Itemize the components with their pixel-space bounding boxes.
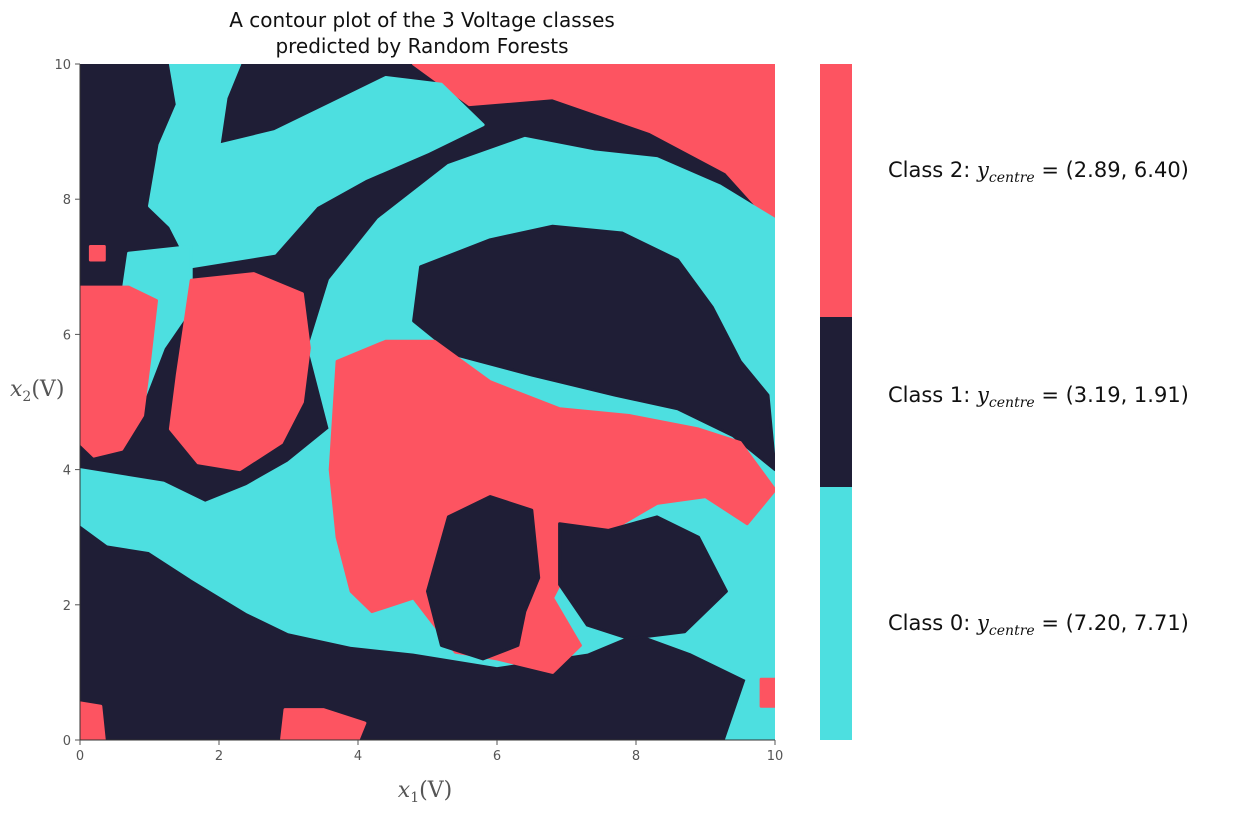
chart-title-line-2: predicted by Random Forests bbox=[275, 34, 568, 58]
colorbar bbox=[820, 64, 852, 740]
region-class-1-4 bbox=[412, 224, 775, 472]
x-axis-ticks: 0 2 4 6 8 10 bbox=[76, 740, 783, 764]
y-tick-label: 2 bbox=[63, 599, 71, 614]
region-class-2-8 bbox=[80, 285, 158, 458]
chart-title-line-1: A contour plot of the 3 Voltage classes bbox=[229, 8, 615, 32]
class-1-label: Class 1: ycentre = (3.19, 1.91) bbox=[888, 383, 1189, 411]
region-class-2-11 bbox=[80, 701, 106, 740]
x-tick-label: 4 bbox=[354, 749, 362, 764]
region-class-2-13 bbox=[759, 677, 775, 708]
region-class-2-10 bbox=[280, 708, 367, 740]
region-class-1-7 bbox=[558, 515, 728, 641]
y-tick-label: 6 bbox=[63, 328, 71, 343]
x-tick-label: 6 bbox=[493, 749, 501, 764]
colorbar-segment-class-2 bbox=[820, 64, 852, 317]
x-tick-label: 0 bbox=[76, 749, 84, 764]
decision-regions bbox=[80, 64, 775, 740]
y-tick-label: 4 bbox=[63, 464, 71, 479]
region-class-2-12 bbox=[88, 245, 106, 262]
y-tick-label: 0 bbox=[63, 734, 71, 749]
x-axis-label: x1(V) bbox=[398, 778, 452, 806]
plot-area bbox=[79, 64, 775, 741]
x-tick-label: 8 bbox=[632, 749, 640, 764]
y-axis-label: x2(V) bbox=[10, 377, 64, 405]
x-tick-label: 10 bbox=[767, 749, 784, 764]
region-class-0-1 bbox=[148, 64, 485, 269]
x-tick-label: 2 bbox=[215, 749, 223, 764]
region-class-1-6 bbox=[426, 495, 541, 661]
region-class-2-0 bbox=[412, 64, 775, 228]
y-axis-ticks: 0 2 4 6 8 10 bbox=[54, 58, 80, 749]
region-class-2-9 bbox=[168, 272, 311, 472]
class-2-label: Class 2: ycentre = (2.89, 6.40) bbox=[888, 158, 1189, 186]
class-0-label: Class 0: ycentre = (7.20, 7.71) bbox=[888, 611, 1189, 639]
colorbar-segment-class-1 bbox=[820, 317, 852, 487]
y-tick-label: 8 bbox=[63, 193, 71, 208]
y-tick-label: 10 bbox=[54, 58, 71, 73]
colorbar-segment-class-0 bbox=[820, 487, 852, 740]
